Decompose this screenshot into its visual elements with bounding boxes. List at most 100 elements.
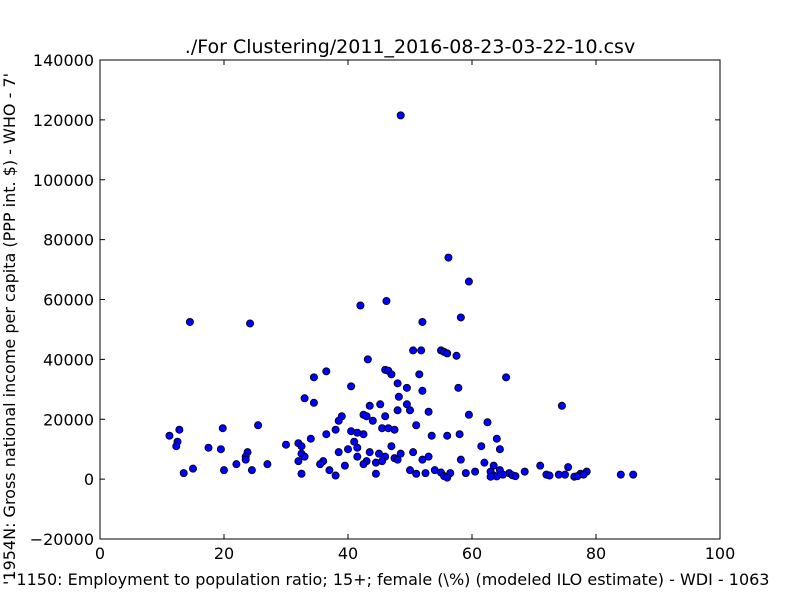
data-point — [263, 460, 272, 469]
y-axis-label: '1954N: Gross national income per capita… — [0, 73, 19, 585]
data-point — [629, 470, 638, 479]
data-point — [480, 458, 489, 467]
x-tick-label: 60 — [462, 544, 482, 563]
data-point — [579, 470, 588, 479]
data-point — [415, 370, 424, 379]
data-point — [322, 367, 331, 376]
data-point — [309, 373, 318, 382]
data-point — [443, 349, 452, 358]
data-point — [316, 460, 325, 469]
data-point — [443, 431, 452, 440]
y-tick-label: 120000 — [33, 111, 94, 130]
data-point — [402, 383, 411, 392]
data-point — [297, 442, 306, 451]
data-point — [381, 412, 390, 421]
data-point — [300, 452, 309, 461]
plot-frame — [99, 59, 721, 540]
data-point — [390, 425, 399, 434]
data-point — [464, 277, 473, 286]
y-tick-label: 80000 — [43, 231, 94, 250]
y-tick-label: 20000 — [43, 410, 94, 429]
data-point — [421, 469, 430, 478]
chart-title: ./For Clustering/2011_2016-08-23-03-22-1… — [185, 36, 635, 58]
data-point — [486, 472, 495, 481]
data-point — [365, 448, 374, 457]
y-tick-label: 140000 — [33, 51, 94, 70]
y-tick-label: 40000 — [43, 350, 94, 369]
data-point — [492, 434, 501, 443]
data-point — [452, 351, 461, 360]
data-point — [204, 443, 213, 452]
data-point — [281, 440, 290, 449]
data-point — [340, 461, 349, 470]
data-point — [561, 470, 570, 479]
data-point — [322, 430, 331, 439]
data-point — [362, 412, 371, 421]
data-point — [405, 406, 414, 415]
data-point — [443, 473, 452, 482]
data-point — [387, 442, 396, 451]
data-point — [219, 466, 228, 475]
data-point — [409, 346, 418, 355]
data-point — [498, 470, 507, 479]
data-point — [172, 442, 181, 451]
data-point — [359, 460, 368, 469]
data-point — [356, 301, 365, 310]
axis-ticks: 0 20 40 60 80 100−200000200004000060000800001… — [30, 51, 736, 563]
data-point — [216, 445, 225, 454]
x-tick-label: 20 — [214, 544, 234, 563]
data-point — [334, 448, 343, 457]
data-point — [353, 443, 362, 452]
data-point — [334, 416, 343, 425]
data-point — [417, 346, 426, 355]
data-point — [483, 418, 492, 427]
x-tick-label: 0 — [95, 544, 105, 563]
data-point — [382, 296, 391, 305]
data-point — [427, 431, 436, 440]
data-point — [247, 466, 256, 475]
data-point — [557, 401, 566, 410]
data-point — [368, 416, 377, 425]
data-point — [363, 355, 372, 364]
data-point — [347, 382, 356, 391]
data-point — [376, 400, 385, 409]
data-point — [564, 463, 573, 472]
data-point — [300, 394, 309, 403]
y-tick-label: 60000 — [43, 291, 94, 310]
data-point — [616, 470, 625, 479]
data-point — [359, 430, 368, 439]
data-point — [424, 407, 433, 416]
data-point — [393, 379, 402, 388]
data-point — [454, 383, 463, 392]
data-point — [387, 370, 396, 379]
y-tick-label: 100000 — [33, 171, 94, 190]
data-point — [185, 317, 194, 326]
data-point — [418, 455, 427, 464]
data-point — [412, 421, 421, 430]
data-point — [456, 313, 465, 322]
data-point — [456, 455, 465, 464]
data-point — [412, 469, 421, 478]
data-point — [325, 466, 334, 475]
data-point — [188, 464, 197, 473]
y-tick-label: −20000 — [30, 530, 94, 549]
x-tick-label: 80 — [586, 544, 606, 563]
data-point — [520, 467, 529, 476]
data-point — [297, 469, 306, 478]
data-point — [343, 445, 352, 454]
data-point — [393, 406, 402, 415]
data-point — [405, 466, 414, 475]
data-point — [536, 461, 545, 470]
data-point — [218, 424, 227, 433]
data-point — [306, 434, 315, 443]
data-point — [511, 472, 520, 481]
data-point — [464, 410, 473, 419]
data-point — [471, 467, 480, 476]
data-point — [179, 469, 188, 478]
data-point — [378, 457, 387, 466]
data-point — [418, 317, 427, 326]
data-point — [365, 401, 374, 410]
data-point — [241, 455, 250, 464]
data-point — [418, 386, 427, 395]
